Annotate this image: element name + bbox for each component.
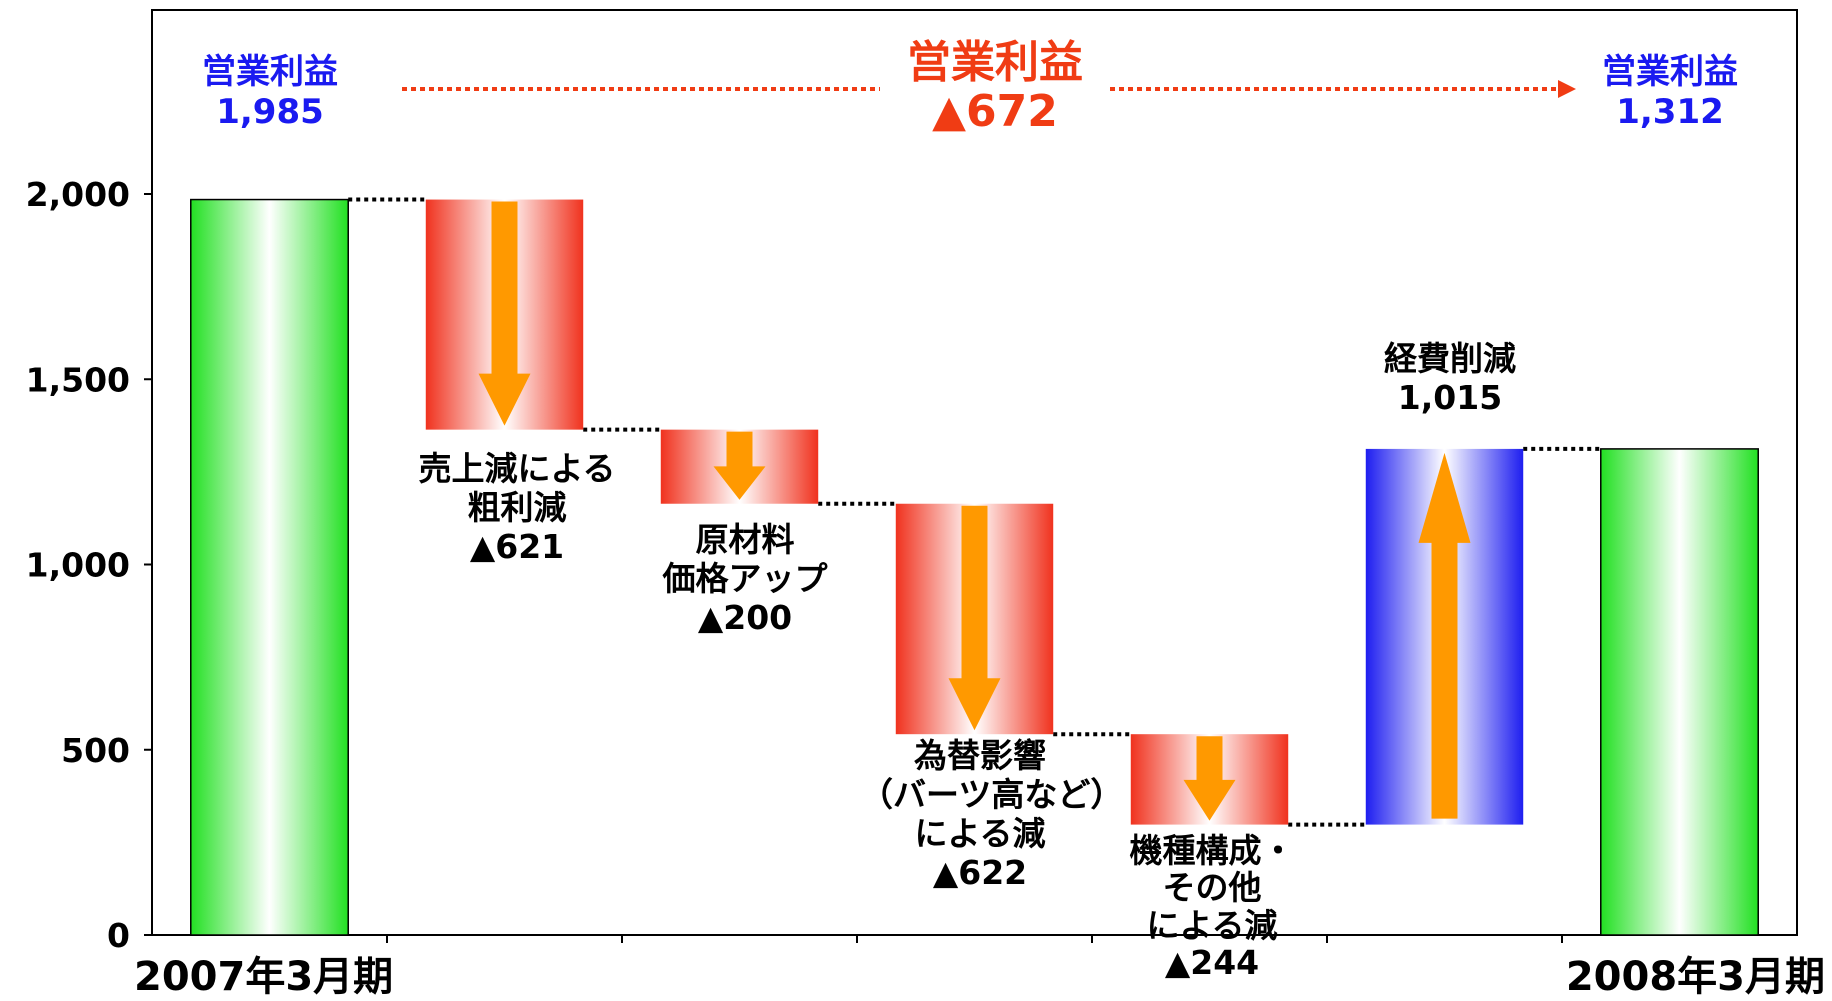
bar-label-cost-reduction: 経費削減 1,015 — [1350, 339, 1550, 418]
header-center: 営業利益 ▲672 — [885, 38, 1105, 137]
y-tick-label: 1,500 — [26, 360, 130, 399]
y-tick-label: 0 — [107, 916, 130, 955]
header-right: 営業利益 1,312 — [1590, 52, 1750, 132]
bar-label-line: による減 — [1146, 905, 1278, 945]
bar-label-value: ▲621 — [469, 526, 565, 566]
up-arrow-icon — [1418, 452, 1471, 819]
bar-label-model-mix: 機種構成・ その他 による減 ▲244 — [1112, 832, 1312, 981]
bar-label-line: 経費削減 — [1384, 339, 1516, 378]
x-label-2008: 2008年3月期 — [1566, 954, 1825, 1000]
bar-label-line: 売上減による — [418, 449, 616, 488]
bar-label-value: ▲244 — [1164, 942, 1260, 982]
bar-label-material: 原材料 価格アップ ▲200 — [645, 520, 845, 638]
total-bar — [1600, 448, 1759, 936]
header-left-value: 1,985 — [216, 92, 324, 133]
bar-label-line: （バーツ高など） — [860, 774, 1124, 814]
down-arrow-icon — [1183, 736, 1236, 821]
bar-label-value: ▲200 — [697, 597, 793, 637]
bar-label-gross-profit: 売上減による 粗利減 ▲621 — [397, 449, 637, 567]
bar-label-value: ▲622 — [932, 852, 1028, 892]
bar-label-line: による減 — [914, 813, 1046, 853]
down-arrow-icon — [478, 201, 531, 426]
bar-label-line: 価格アップ — [662, 558, 828, 598]
bar-label-line: 機種構成・ — [1129, 831, 1295, 870]
plot-area — [151, 9, 1798, 936]
y-tick-label: 1,000 — [26, 546, 130, 585]
bar-label-line: 粗利減 — [467, 487, 567, 527]
y-tick-label: 500 — [61, 731, 130, 770]
total-bar — [190, 198, 349, 936]
down-arrow-icon — [713, 431, 766, 500]
y-tick-label: 2,000 — [26, 175, 130, 214]
header-arrow — [402, 80, 1576, 98]
header-right-title: 営業利益 — [1602, 52, 1738, 92]
bar-label-value: 1,015 — [1397, 377, 1503, 417]
header-left-title: 営業利益 — [202, 52, 338, 92]
header-center-value: ▲672 — [932, 86, 1058, 138]
header-right-value: 1,312 — [1616, 92, 1724, 133]
bar-label-line: 為替影響 — [914, 736, 1046, 775]
down-arrow-icon — [948, 505, 1001, 731]
x-label-2007: 2007年3月期 — [134, 954, 393, 1000]
bar-label-line: 原材料 — [695, 520, 795, 559]
bar-label-exchange: 為替影響 （バーツ高など） による減 ▲622 — [860, 736, 1124, 893]
header-center-title: 営業利益 — [907, 37, 1083, 88]
header-left: 営業利益 1,985 — [190, 52, 350, 132]
bar-label-line: その他 — [1162, 868, 1262, 908]
